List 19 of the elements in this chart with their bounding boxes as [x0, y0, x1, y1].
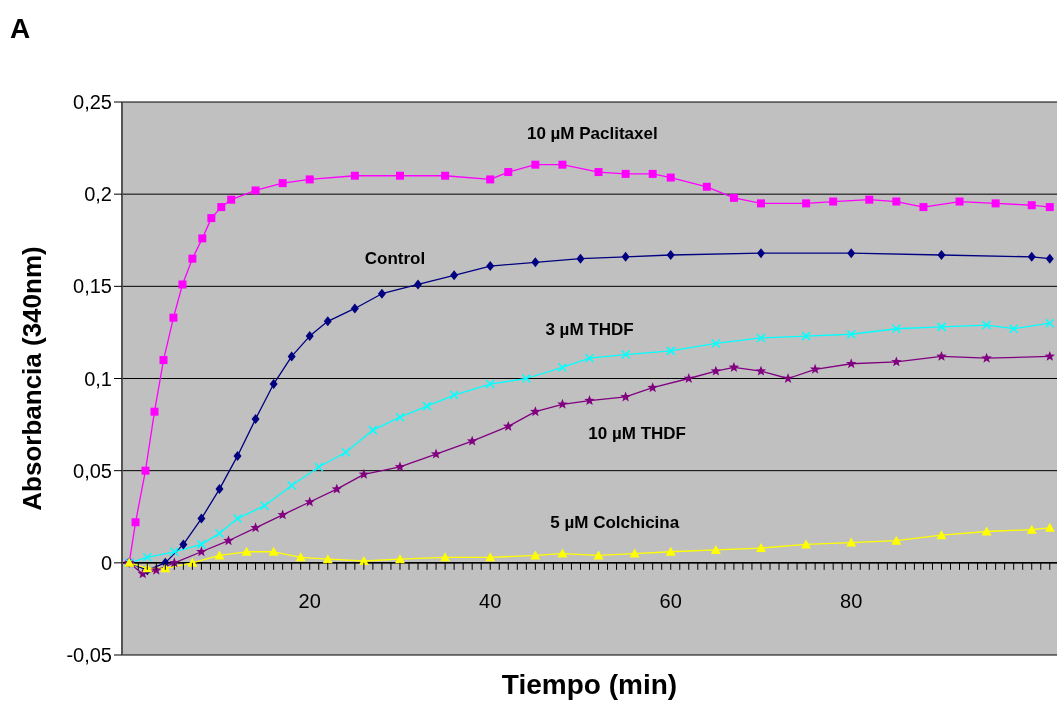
y-tick-label: 0,2 — [84, 183, 112, 206]
y-tick-label: 0,05 — [73, 459, 112, 482]
y-tick-label: 0,1 — [84, 367, 112, 390]
y-tick-label: 0,15 — [73, 275, 112, 298]
x-tick-label: 40 — [479, 589, 502, 612]
series-label: 10 µM THDF — [588, 424, 687, 444]
x-tick-label: 20 — [298, 589, 321, 612]
x-tick-label: 80 — [840, 589, 863, 612]
series-label: Control — [364, 248, 426, 268]
x-tick-label: 60 — [659, 589, 682, 612]
y-tick-label: -0,05 — [66, 644, 112, 667]
y-axis-title: Absorbancia (340nm) — [17, 246, 47, 511]
series-label: 3 µM THDF — [545, 320, 634, 340]
y-tick-label: 0,25 — [73, 91, 112, 114]
text: A — [10, 13, 31, 44]
series-label: 10 µM Paclitaxel — [526, 123, 658, 143]
series-label: 5 µM Colchicina — [550, 512, 680, 532]
x-axis-title: Tiempo (min) — [501, 669, 678, 700]
y-tick-label: 0 — [100, 551, 112, 574]
